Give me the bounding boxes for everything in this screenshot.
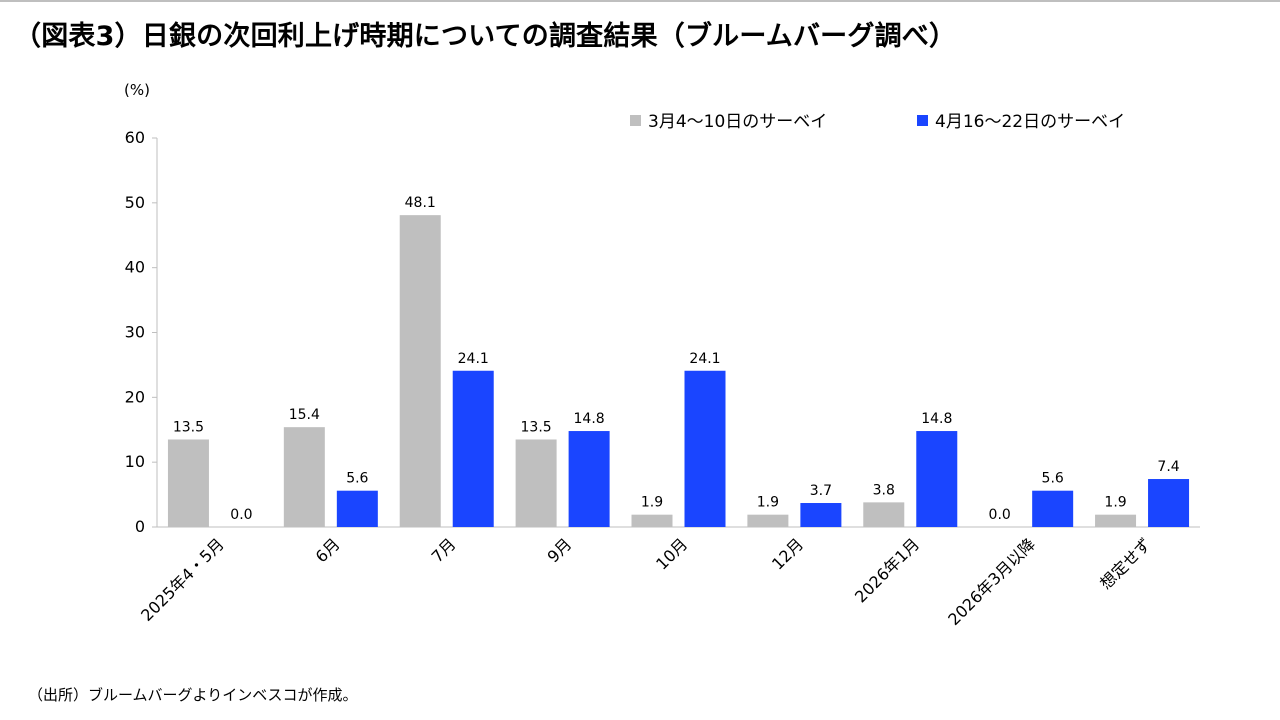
- x-tick-labels: 2025年4・5月 6月 7月 9月 10月 12月 2026年1月 2026年3月以降 想定せ…: [137, 534, 1155, 629]
- x-tick-label: 想定せず: [1096, 534, 1155, 593]
- data-label: 0.0: [230, 507, 252, 523]
- data-label: 1.9: [1104, 495, 1126, 511]
- bar: [283, 427, 325, 527]
- bar: [568, 431, 610, 527]
- data-label: 3.7: [810, 483, 832, 499]
- data-label: 0.0: [989, 507, 1011, 523]
- bar-chart: (%) 3月4～10日のサーベイ 4月16～22日のサーベイ 0 10 20 30 40 5…: [124, 81, 1200, 629]
- y-tick-label: 50: [125, 193, 145, 212]
- y-tick-label: 20: [125, 387, 145, 406]
- x-tick-label: 6月: [312, 534, 344, 566]
- source-footnote: （出所）ブルームバーグよりインベスコが作成。: [28, 686, 358, 704]
- data-label: 14.8: [921, 411, 952, 427]
- data-label: 5.6: [346, 471, 368, 487]
- axes: 0 10 20 30 40 50 60: [125, 128, 1200, 536]
- data-label: 3.8: [873, 482, 895, 498]
- bar: [515, 439, 557, 527]
- bars: [167, 215, 1190, 527]
- data-label: 1.9: [641, 495, 663, 511]
- data-label: 5.6: [1042, 471, 1064, 487]
- data-label: 15.4: [289, 407, 320, 423]
- x-tick-label: 2026年1月: [851, 534, 923, 606]
- y-tick-label: 10: [125, 452, 145, 471]
- bar: [1148, 479, 1190, 527]
- bar: [1095, 514, 1137, 527]
- bar: [631, 514, 673, 527]
- y-tick-label: 30: [125, 323, 145, 342]
- legend: 3月4～10日のサーベイ 4月16～22日のサーベイ: [630, 112, 1125, 132]
- bar: [336, 490, 378, 527]
- data-label: 24.1: [458, 351, 489, 367]
- data-label: 7.4: [1157, 459, 1179, 475]
- data-label: 13.5: [521, 419, 552, 435]
- y-tick-label: 0: [135, 517, 145, 536]
- data-label: 14.8: [574, 411, 605, 427]
- y-tick-label: 60: [125, 128, 145, 147]
- bar: [452, 370, 494, 527]
- bar: [684, 370, 726, 527]
- legend-label: 4月16～22日のサーベイ: [935, 112, 1125, 132]
- legend-label: 3月4～10日のサーベイ: [648, 112, 827, 132]
- y-tick-label: 40: [125, 258, 145, 277]
- data-label: 1.9: [757, 495, 779, 511]
- x-tick-label: 2025年4・5月: [137, 534, 228, 625]
- x-tick-label: 12月: [768, 534, 807, 573]
- legend-swatch: [630, 115, 641, 126]
- data-label: 48.1: [405, 195, 436, 211]
- x-tick-label: 7月: [428, 534, 460, 566]
- bar: [1032, 490, 1074, 527]
- bar: [863, 502, 905, 527]
- legend-swatch: [917, 115, 928, 126]
- bar: [399, 215, 441, 527]
- bar: [747, 514, 789, 527]
- bar: [800, 503, 842, 527]
- bar: [916, 431, 958, 527]
- x-tick-label: 9月: [543, 534, 575, 566]
- data-labels: 13.5 0.0 15.4 5.6 48.1 24.1 13.5 14.8 1.9 24.1 1.9…: [173, 195, 1180, 523]
- bar: [167, 439, 209, 527]
- x-tick-label: 10月: [652, 534, 691, 573]
- top-rule: [0, 0, 1280, 2]
- x-tick-label: 2026年3月以降: [944, 534, 1039, 629]
- data-label: 13.5: [173, 419, 204, 435]
- y-axis-unit-label: (%): [124, 81, 150, 99]
- data-label: 24.1: [689, 351, 720, 367]
- page-title: （図表3）日銀の次回利上げ時期についての調査結果（ブルームバーグ調べ）: [14, 21, 957, 52]
